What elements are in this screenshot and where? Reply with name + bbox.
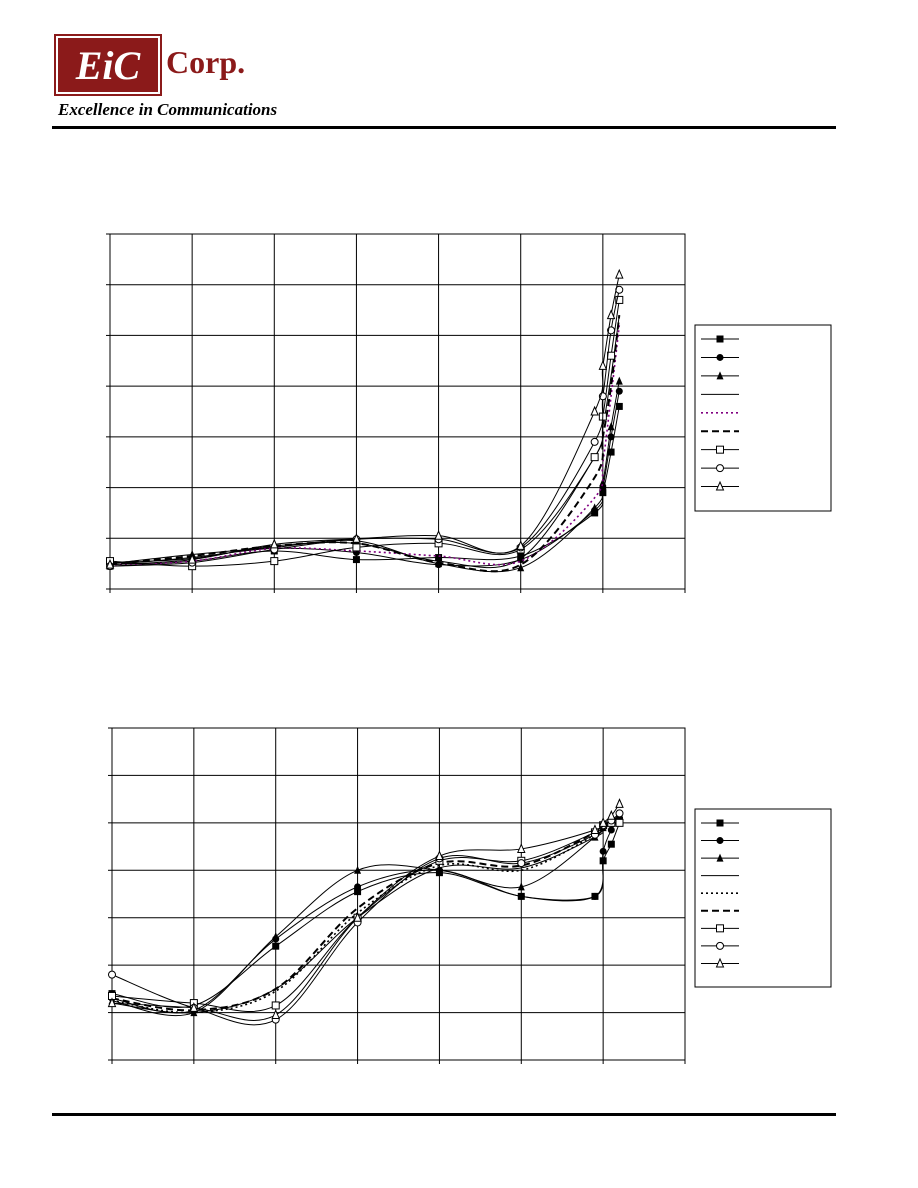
- company-logo: EiC: [54, 34, 162, 96]
- chart-2-series-9-point: [435, 850, 444, 861]
- chart-2-series-3-point: [517, 882, 525, 891]
- chart-1-series-8-line: [109, 289, 620, 567]
- chart-1-series-9-point: [352, 533, 361, 543]
- chart-2-legend-marker-1: [716, 819, 724, 827]
- chart-1-legend-marker-3: [716, 371, 724, 380]
- chart-1-legend-marker-9: [715, 480, 725, 491]
- chart-1-series-3-point: [517, 563, 525, 572]
- chart-2-series-9-point: [590, 824, 600, 834]
- chart-2-series-2-point: [517, 892, 525, 900]
- footer-divider: [52, 1113, 836, 1116]
- chart-2-series-9-point: [107, 997, 117, 1008]
- chart-1-series-1-point: [615, 402, 623, 410]
- chart-2-series-2-point: [599, 847, 607, 855]
- chart-1-series-9-point: [187, 553, 197, 564]
- chart-1-series-9-point: [105, 558, 115, 569]
- chart-1-series-7-point: [607, 351, 616, 360]
- chart-2-series-2-point: [354, 883, 362, 891]
- company-tagline: Excellence in Communications: [58, 100, 278, 119]
- chart-1-legend-box: [694, 324, 832, 512]
- chart-1-legend-marker-8: [716, 464, 724, 473]
- chart-1-series-3-point: [607, 422, 615, 431]
- chart-1-series-1-point: [517, 552, 525, 560]
- chart-1-series-1-point: [607, 448, 615, 456]
- chart-1-series-6-line: [109, 315, 621, 573]
- chart-2-series-9-point: [615, 798, 624, 808]
- chart-1-series-8-point: [590, 437, 599, 446]
- chart-1-series-1-point: [352, 556, 360, 564]
- chart-1-series-7-point: [352, 543, 361, 552]
- chart-2-series-1-point: [607, 840, 615, 848]
- chart-1-series-2-point: [607, 433, 615, 441]
- chart-2-series-7-point: [615, 818, 624, 827]
- chart-1-series-3-point: [599, 478, 607, 486]
- chart-2-series-3-line: [111, 815, 620, 1017]
- chart-2-series-2-line: [111, 817, 620, 1014]
- chart-1-series-9-point: [606, 309, 616, 320]
- chart-2-series-7-point: [271, 1001, 280, 1010]
- chart-1-series-8-point: [607, 326, 616, 335]
- chart-1-series-9-point: [434, 530, 443, 540]
- chart-2-series-1-point: [354, 888, 362, 896]
- chart-2-series-2-point: [591, 892, 599, 900]
- chart-2-series-9-point: [189, 1002, 199, 1012]
- chart-1-series-3-point: [591, 503, 599, 512]
- chart-2-legend-marker-9: [715, 957, 725, 968]
- chart-1-series-7-point: [615, 295, 624, 304]
- chart-2-series-4-line: [111, 817, 620, 1014]
- chart-2-legend-marker-2: [716, 837, 724, 845]
- chart-2-series-1-point: [272, 942, 280, 950]
- company-suffix: Corp.: [166, 44, 246, 80]
- chart-2-series-2-point: [607, 826, 615, 834]
- chart-1-series-9-point: [590, 405, 599, 416]
- chart-1-legend-marker-7: [716, 445, 724, 454]
- chart-2-legend-box: [694, 808, 832, 988]
- chart-1-legend-marker-2: [716, 353, 724, 361]
- chart-2-legend-marker-3: [716, 853, 724, 862]
- chart-1-series-5-line: [109, 325, 621, 566]
- logo-text: EiC: [75, 43, 141, 88]
- chart-2-series-9-point: [598, 817, 608, 827]
- chart-1-series-7-point: [270, 557, 279, 566]
- chart-1-series-9-line: [109, 274, 620, 566]
- chart-1-legend-marker-1: [716, 335, 724, 343]
- chart-2-legend-marker-7: [716, 924, 724, 933]
- chart-2-series-1-line: [111, 822, 620, 1008]
- chart-2-series-1-point: [599, 857, 607, 865]
- header-divider: [52, 126, 836, 129]
- chart-2-series-3-point: [354, 865, 362, 874]
- chart-1-series-9-point: [598, 360, 608, 370]
- chart-2-plot-frame: [111, 727, 686, 1061]
- chart-2-series-8-point: [108, 970, 116, 979]
- chart-1-series-7-line: [109, 299, 620, 567]
- chart-1-series-9-point: [270, 538, 279, 549]
- chart-1-series-3-line: [109, 380, 620, 573]
- chart-2-series-7-line: [111, 822, 620, 1013]
- chart-2-series-3-point: [272, 932, 280, 941]
- chart-2-series-9-point: [271, 1009, 280, 1019]
- chart-1-series-2-line: [109, 391, 620, 567]
- chart-2-series-8-point: [615, 809, 624, 818]
- chart-2-series-8-line: [111, 812, 620, 1026]
- chart-2-series-3-point: [435, 865, 443, 874]
- chart-1-series-9-point: [615, 268, 624, 279]
- chart-1-series-3-point: [615, 376, 623, 385]
- chart-1-series-1-point: [435, 554, 443, 562]
- chart-2-legend-marker-8: [716, 941, 724, 950]
- chart-2-series-9-point: [517, 843, 526, 853]
- chart-1-series-7-point: [590, 453, 599, 462]
- chart-2-series-9-point: [353, 911, 362, 922]
- chart-2-series-9-point: [607, 809, 616, 820]
- chart-1-plot-frame: [109, 233, 686, 590]
- chart-2-series-8-point: [517, 859, 526, 868]
- chart-1-series-9-point: [516, 540, 525, 550]
